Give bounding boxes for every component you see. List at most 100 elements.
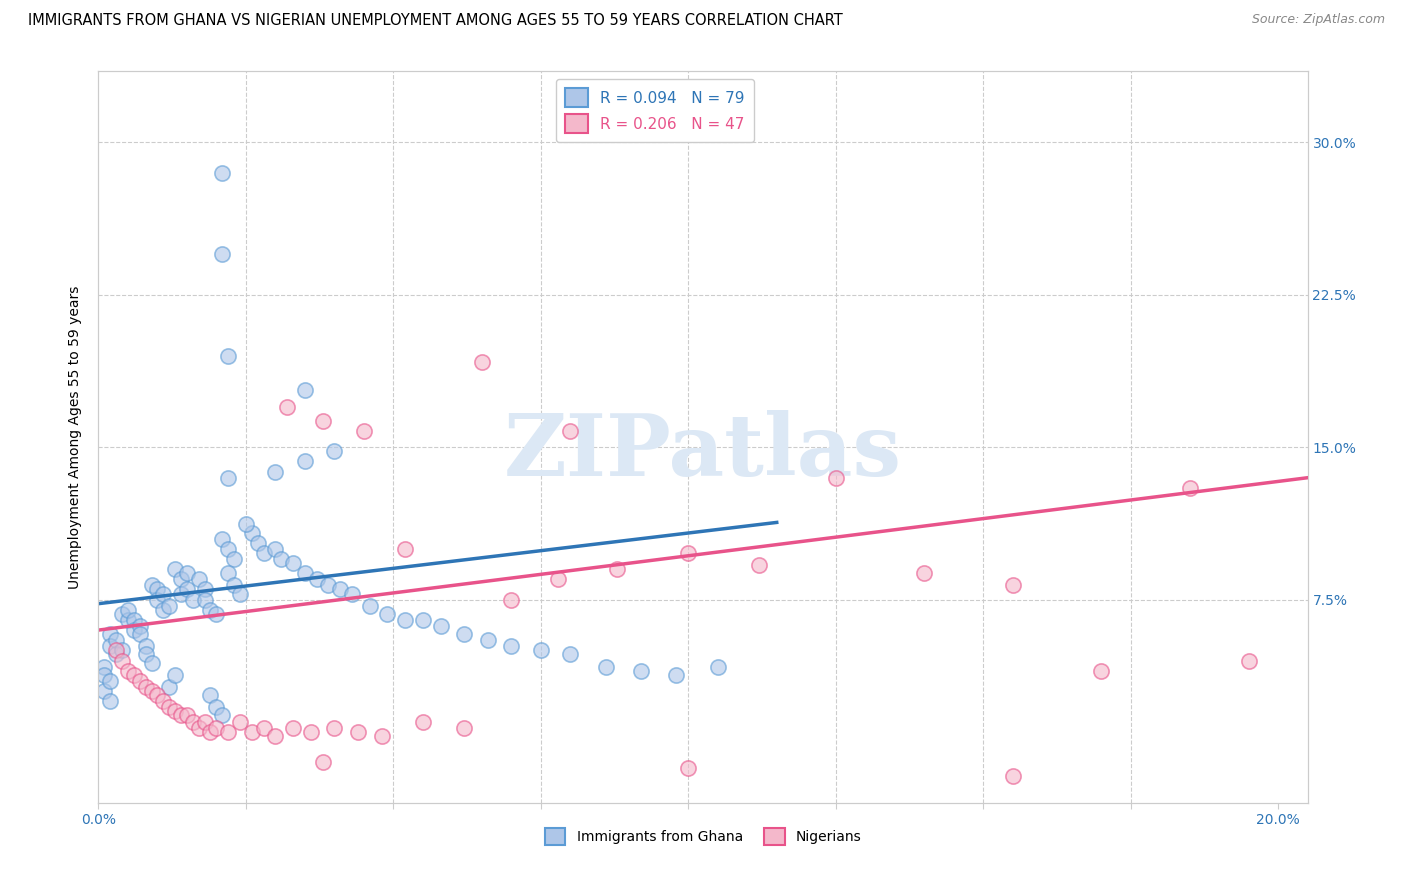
Point — [211, 532, 233, 546]
Point — [122, 613, 145, 627]
Point — [135, 680, 157, 694]
Point — [117, 664, 139, 678]
Point — [246, 535, 269, 549]
Point — [595, 659, 617, 673]
Point — [194, 714, 217, 729]
Point — [141, 656, 163, 670]
Point — [122, 667, 145, 682]
Point — [630, 664, 652, 678]
Point — [117, 603, 139, 617]
Point — [217, 724, 239, 739]
Point — [276, 400, 298, 414]
Point — [530, 643, 553, 657]
Point — [477, 633, 499, 648]
Point — [323, 444, 346, 458]
Point — [678, 761, 700, 775]
Point — [211, 247, 233, 261]
Point — [412, 613, 434, 627]
Point — [824, 471, 846, 485]
Point — [105, 648, 128, 662]
Point — [170, 586, 193, 600]
Point — [146, 688, 169, 702]
Point — [105, 643, 128, 657]
Point — [665, 667, 688, 682]
Point — [281, 721, 304, 735]
Point — [252, 546, 274, 560]
Point — [281, 556, 304, 570]
Point — [299, 724, 322, 739]
Point — [412, 714, 434, 729]
Point — [205, 607, 228, 621]
Point — [264, 541, 287, 556]
Point — [240, 525, 263, 540]
Point — [187, 572, 209, 586]
Point — [912, 566, 935, 581]
Point — [128, 627, 150, 641]
Point — [98, 627, 121, 641]
Point — [200, 724, 222, 739]
Point — [706, 659, 728, 673]
Point — [347, 724, 370, 739]
Point — [270, 552, 292, 566]
Point — [471, 355, 494, 369]
Point — [128, 619, 150, 633]
Point — [217, 566, 239, 581]
Point — [1178, 481, 1201, 495]
Point — [429, 619, 451, 633]
Point — [152, 603, 174, 617]
Point — [294, 384, 316, 398]
Point — [217, 541, 239, 556]
Point — [205, 721, 228, 735]
Point — [170, 572, 193, 586]
Point — [229, 714, 252, 729]
Point — [235, 517, 257, 532]
Point — [560, 648, 582, 662]
Point — [128, 673, 150, 688]
Point — [318, 578, 340, 592]
Y-axis label: Unemployment Among Ages 55 to 59 years: Unemployment Among Ages 55 to 59 years — [69, 285, 83, 589]
Point — [165, 562, 187, 576]
Point — [453, 721, 475, 735]
Point — [501, 640, 523, 654]
Text: IMMIGRANTS FROM GHANA VS NIGERIAN UNEMPLOYMENT AMONG AGES 55 TO 59 YEARS CORRELA: IMMIGRANTS FROM GHANA VS NIGERIAN UNEMPL… — [28, 13, 842, 29]
Point — [157, 680, 180, 694]
Point — [122, 623, 145, 637]
Point — [98, 640, 121, 654]
Point — [152, 586, 174, 600]
Point — [294, 454, 316, 468]
Point — [146, 582, 169, 597]
Point — [146, 592, 169, 607]
Point — [105, 633, 128, 648]
Point — [135, 648, 157, 662]
Point — [117, 613, 139, 627]
Point — [181, 592, 204, 607]
Point — [370, 729, 392, 743]
Point — [222, 552, 245, 566]
Point — [152, 694, 174, 708]
Point — [176, 582, 198, 597]
Point — [394, 541, 416, 556]
Point — [111, 643, 134, 657]
Point — [311, 414, 333, 428]
Text: Source: ZipAtlas.com: Source: ZipAtlas.com — [1251, 13, 1385, 27]
Point — [93, 684, 115, 698]
Point — [222, 578, 245, 592]
Point — [501, 592, 523, 607]
Point — [453, 627, 475, 641]
Point — [93, 659, 115, 673]
Point — [305, 572, 328, 586]
Point — [359, 599, 381, 613]
Point — [1001, 769, 1024, 783]
Point — [606, 562, 628, 576]
Point — [135, 640, 157, 654]
Point — [394, 613, 416, 627]
Point — [157, 599, 180, 613]
Point — [229, 586, 252, 600]
Point — [329, 582, 352, 597]
Point — [170, 708, 193, 723]
Point — [181, 714, 204, 729]
Point — [264, 465, 287, 479]
Point — [98, 673, 121, 688]
Point — [294, 566, 316, 581]
Point — [176, 566, 198, 581]
